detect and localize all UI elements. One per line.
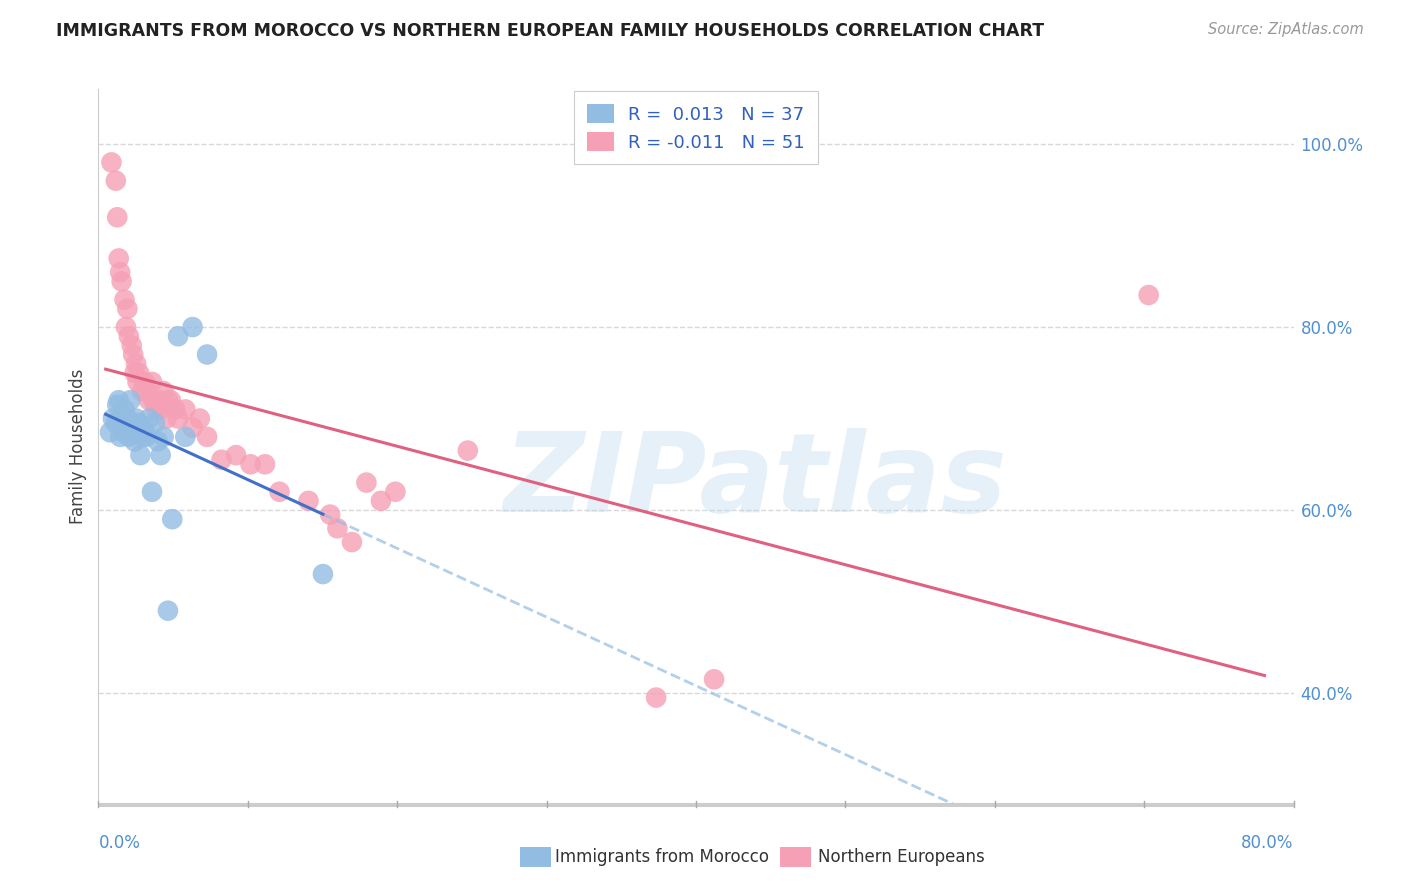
Point [117,411,139,425]
Point [141,484,163,499]
Point [253,458,276,472]
Point [340,535,363,549]
Point [152,430,174,444]
Point [122,420,145,434]
Point [108,430,131,444]
Point [110,416,132,430]
Point [135,430,157,444]
Point [120,393,142,408]
Point [165,402,187,417]
Y-axis label: Family Households: Family Households [69,368,87,524]
Point [114,293,136,307]
Point [225,448,247,462]
Point [142,393,165,408]
Text: Northern Europeans: Northern Europeans [818,848,986,866]
Point [146,434,169,449]
Text: 0.0%: 0.0% [98,834,141,852]
Point [121,416,143,430]
Point [138,411,160,425]
Point [149,402,172,417]
Point [143,416,166,430]
Point [131,430,153,444]
Point [118,430,141,444]
Legend: R =  0.013   N = 37, R = -0.011   N = 51: R = 0.013 N = 37, R = -0.011 N = 51 [574,91,818,164]
Point [195,347,218,361]
Point [100,155,122,169]
Point [105,211,128,225]
Point [645,690,668,705]
Point [115,420,138,434]
Point [155,411,177,425]
Point [181,320,204,334]
Point [101,411,124,425]
Point [104,174,127,188]
Point [297,494,319,508]
Point [129,448,152,462]
Text: Immigrants from Morocco: Immigrants from Morocco [555,848,769,866]
Point [128,366,150,380]
Point [135,384,157,398]
Point [127,425,149,440]
Point [457,443,479,458]
Point [124,366,146,380]
Point [124,434,146,449]
Point [134,375,156,389]
Point [181,420,204,434]
Point [269,484,291,499]
Point [118,329,141,343]
Point [167,411,190,425]
Point [152,384,174,398]
Point [384,484,406,499]
Point [160,393,183,408]
Point [127,375,149,389]
Point [117,301,139,316]
Point [239,458,262,472]
Point [105,398,128,412]
Point [107,393,129,408]
Point [149,448,172,462]
Point [98,425,121,440]
Point [162,512,184,526]
Point [148,393,170,408]
Point [128,416,150,430]
Point [107,252,129,266]
Point [110,274,132,288]
Point [370,494,392,508]
Point [122,347,145,361]
Point [125,411,148,425]
Point [114,402,136,417]
Point [319,508,342,522]
Point [195,430,218,444]
Point [138,393,160,408]
Point [312,567,335,582]
Point [1137,288,1160,302]
Point [326,521,349,535]
Text: 80.0%: 80.0% [1241,834,1294,852]
Text: IMMIGRANTS FROM MOROCCO VS NORTHERN EUROPEAN FAMILY HOUSEHOLDS CORRELATION CHART: IMMIGRANTS FROM MOROCCO VS NORTHERN EURO… [56,22,1045,40]
Point [108,411,131,425]
Point [156,393,179,408]
Point [131,384,153,398]
Point [156,604,179,618]
Text: ZIPatlas: ZIPatlas [503,428,1008,535]
Point [211,452,233,467]
Point [121,338,143,352]
Point [167,329,190,343]
Point [115,320,138,334]
Text: Source: ZipAtlas.com: Source: ZipAtlas.com [1208,22,1364,37]
Point [188,411,211,425]
Point [174,430,197,444]
Point [125,357,148,371]
Point [703,673,725,687]
Point [104,416,127,430]
Point [356,475,378,490]
Point [141,375,163,389]
Point [108,265,131,279]
Point [145,402,167,417]
Point [134,425,156,440]
Point [174,402,197,417]
Point [112,425,135,440]
